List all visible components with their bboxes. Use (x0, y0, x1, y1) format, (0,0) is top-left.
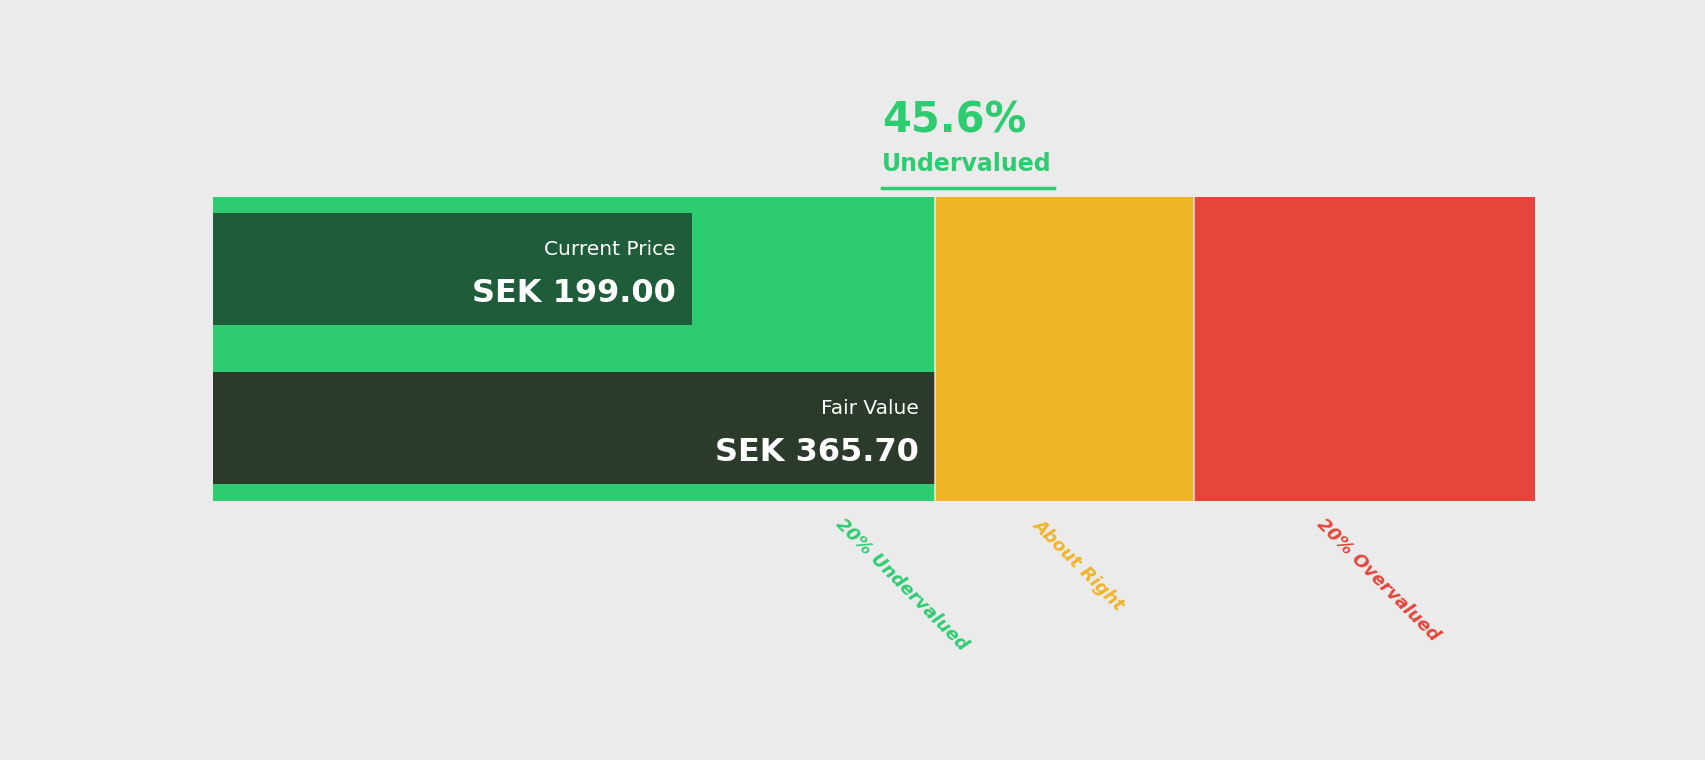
Text: 45.6%: 45.6% (881, 100, 1026, 141)
Text: SEK 365.70: SEK 365.70 (714, 437, 919, 468)
Text: About Right: About Right (1028, 515, 1127, 614)
Text: SEK 199.00: SEK 199.00 (472, 278, 675, 309)
Text: Undervalued: Undervalued (881, 152, 1052, 176)
Bar (213, 372, 934, 484)
Text: 20% Undervalued: 20% Undervalued (832, 515, 972, 654)
Bar (1194, 197, 1534, 501)
Text: 20% Overvalued: 20% Overvalued (1313, 515, 1442, 645)
Text: Current Price: Current Price (544, 239, 675, 258)
Bar (213, 197, 934, 501)
Bar (213, 214, 692, 325)
Text: Fair Value: Fair Value (820, 398, 919, 417)
Bar (934, 197, 1194, 501)
